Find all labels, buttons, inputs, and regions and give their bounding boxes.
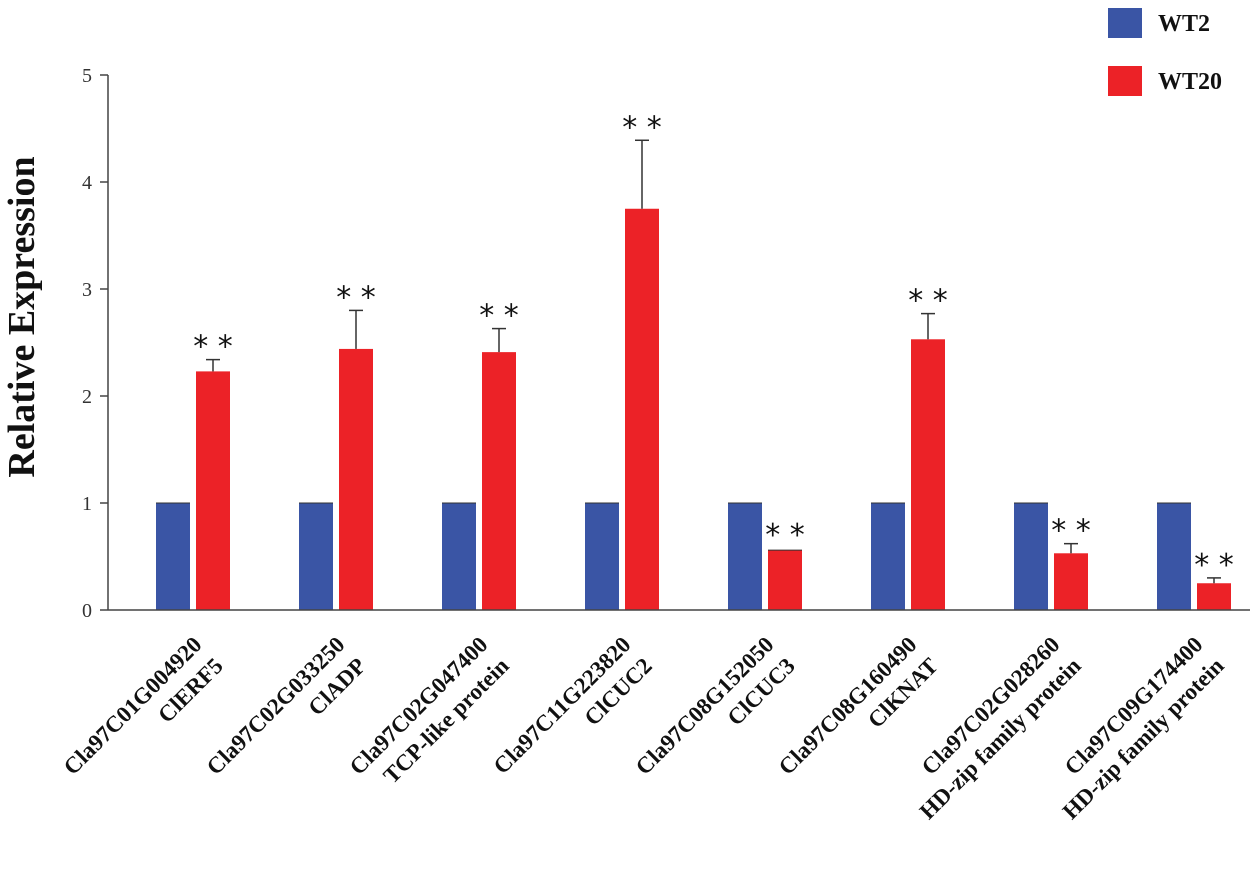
- bar-wt20: [482, 352, 516, 610]
- y-tick-label: 5: [82, 65, 92, 87]
- legend-label-wt2: WT2: [1158, 11, 1210, 37]
- bar-wt2: [156, 503, 190, 610]
- bar-wt20: [768, 550, 802, 610]
- bar-wt2: [442, 503, 476, 610]
- bar-wt2: [871, 503, 905, 610]
- y-tick-label: 3: [82, 279, 92, 301]
- legend-swatch-wt20: [1108, 66, 1142, 96]
- significance-label: * *: [1194, 548, 1234, 583]
- bar-wt20: [625, 208, 659, 610]
- bar-wt2: [728, 503, 762, 610]
- bar-wt2: [1014, 503, 1048, 610]
- bar-wt2: [1157, 503, 1191, 610]
- significance-label: * *: [1051, 514, 1091, 549]
- legend-swatch-wt2: [1108, 8, 1142, 38]
- significance-label: * *: [479, 299, 519, 334]
- legend-label-wt20: WT20: [1158, 69, 1222, 95]
- bar-wt20: [339, 348, 373, 610]
- significance-label: * *: [765, 518, 805, 553]
- category-labels: Cla97C01G004920ClERF5Cla97C02G033250ClAD…: [59, 632, 1229, 824]
- legend: WT2 WT20: [1108, 8, 1222, 96]
- y-tick-label: 1: [82, 493, 92, 515]
- y-tick-label: 0: [82, 600, 92, 622]
- bar-wt20: [196, 371, 230, 610]
- bar-wt20: [1054, 553, 1088, 610]
- bar-wt2: [299, 503, 333, 610]
- bars: * * * * * * * * * * * * * * * *: [156, 110, 1234, 610]
- significance-label: * *: [193, 330, 233, 365]
- bar-wt2: [585, 503, 619, 610]
- bar-wt20: [1197, 583, 1231, 610]
- significance-label: * *: [336, 280, 376, 315]
- significance-label: * *: [908, 284, 948, 319]
- significance-label: * *: [622, 110, 662, 145]
- y-tick-label: 2: [82, 386, 92, 408]
- y-axis-label: Relative Expression: [1, 156, 43, 477]
- bar-wt20: [911, 339, 945, 610]
- y-axis: 0 1 2 3 4 5: [82, 65, 109, 622]
- y-tick-label: 4: [82, 172, 92, 194]
